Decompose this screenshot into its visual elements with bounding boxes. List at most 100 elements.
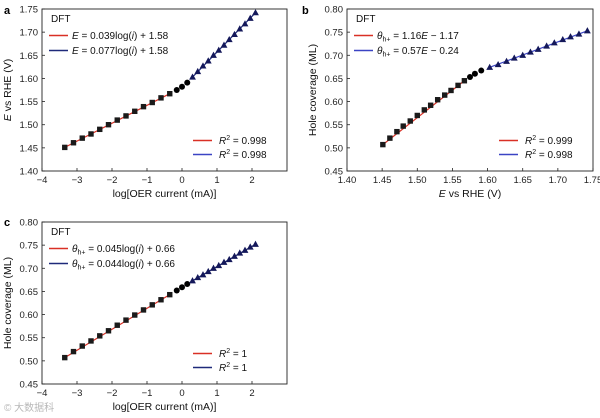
watermark: © 大数据科 [4,401,54,414]
data-point-triangle [559,35,567,43]
data-point-triangle [567,33,574,40]
panel-title: DFT [356,14,375,25]
data-point-square [441,92,448,98]
data-point-square [97,333,103,339]
legend-text-part: ) + 1.58 [134,31,169,42]
data-point-triangle [246,14,254,21]
legend-text-part: − 1.17 [428,31,459,42]
y-tick-label: 0.70 [325,51,344,62]
data-point-square [105,122,112,128]
panel-label: c [4,217,10,229]
data-point-square [158,297,164,303]
legend-text-part: = 0.998 [536,150,573,161]
data-point-square [149,99,155,106]
y-tick-label: 1.50 [20,120,39,131]
x-tick-label: 1 [214,388,219,399]
y-tick-label: 0.60 [20,310,39,321]
data-point-square [140,307,147,313]
legend-text-part: = 0.045log( [85,244,139,255]
panel-b: b 1.40 1.45 1.50 1.55 1.60 1.65 1.70 1.75 0.45 0.5… [302,5,600,201]
legend-text-part: = 0.039log( [79,31,133,42]
legend-text-part: = 0.998 [230,136,267,147]
legend-text-part: ) + 0.66 [141,259,176,270]
data-point-triangle [199,62,207,69]
panel-c: c −4 −3 −2 −1 0 1 2 0.45 0.50 0.55 0.60 0.65 0.70 0.75… [2,217,288,413]
y-tick-label: 0.50 [20,356,39,367]
data-point-square [461,78,468,84]
y-tick-label: 0.70 [20,264,39,275]
y-tick-label: 0.75 [325,28,344,39]
data-point-square [88,131,94,137]
legend-text-part: 2 [226,135,230,142]
data-point-square [414,112,420,119]
data-point-circle [173,287,180,294]
legend-text-part: R [219,136,226,147]
data-point-triangle [241,246,249,253]
data-point-triangle [199,271,207,278]
data-point-square [70,348,77,355]
data-point-square [407,118,413,124]
legend-fit-equation: θh+ = 0.044log(i) + 0.66 [72,259,175,272]
legend-text-part: 2 [532,135,536,142]
legend-fit-equation: θh+ = 0.57E − 0.24 [377,46,459,59]
legend-text-part: = 0.044log( [85,259,139,270]
x-tick-label: 2 [249,388,254,399]
data-point-triangle [231,252,238,259]
y-tick-label: 0.75 [20,241,39,252]
data-point-triangle [519,51,527,58]
data-point-triangle [236,25,244,32]
data-point-triangle [220,41,228,48]
legend-text-part: θ [72,259,78,270]
data-point-square [427,102,434,108]
legend-text-part: 2 [226,149,230,156]
data-point-triangle [231,30,238,38]
y-tick-label: 0.55 [20,333,39,344]
data-point-triangle [215,261,223,269]
data-point-square [434,97,441,103]
legend-text-part: h+ [77,265,85,272]
x-tick-label: −1 [142,175,153,186]
data-point-square [79,135,85,141]
x-tick-label: 0 [179,388,184,399]
data-point-square [70,140,77,146]
x-tick-label: 1.40 [338,175,357,186]
legend-text-part: = 0.999 [536,136,573,147]
y-tick-label: 0.50 [325,143,344,154]
panel-label: a [4,5,11,17]
legend-text-part: R [525,150,532,161]
y-tick-label: 0.45 [325,167,344,178]
data-point-square [132,312,138,318]
x-tick-label: −3 [72,388,83,399]
legend-text-part: E [421,31,428,42]
data-point-square [97,126,103,133]
x-tick-label: −3 [72,175,83,186]
legend-fit-equation: E = 0.077log(i) + 1.58 [72,46,169,57]
data-point-square [114,322,120,328]
data-point-square [114,117,120,123]
data-point-triangle [494,60,502,68]
data-point-triangle [236,249,244,256]
data-point-square [448,87,454,94]
legend-text-part: h+ [77,250,85,257]
data-point-square [387,135,393,141]
y-tick-label: 1.55 [20,97,39,108]
legend-text-part: = 1 [230,363,247,374]
legend-text-part: E [72,31,79,42]
data-point-circle [478,67,485,74]
legend-text-part: = 0.077log( [79,46,133,57]
y-axis-label: Hole coverage (ML) [307,44,319,136]
data-point-circle [467,74,473,81]
legend-text-part: i [132,31,135,42]
legend-text-part: 2 [226,348,230,355]
legend-text-part: h+ [382,52,390,59]
y-tick-label: 0.60 [325,97,344,108]
data-point-triangle [241,20,249,27]
data-point-triangle [550,39,558,46]
x-tick-label: −4 [37,175,48,186]
legend-text-part: E [421,46,428,57]
plot-frame [346,8,594,172]
legend-text-part: = 0.57 [390,46,421,57]
plot-frame [41,8,288,172]
data-point-triangle [189,73,196,80]
